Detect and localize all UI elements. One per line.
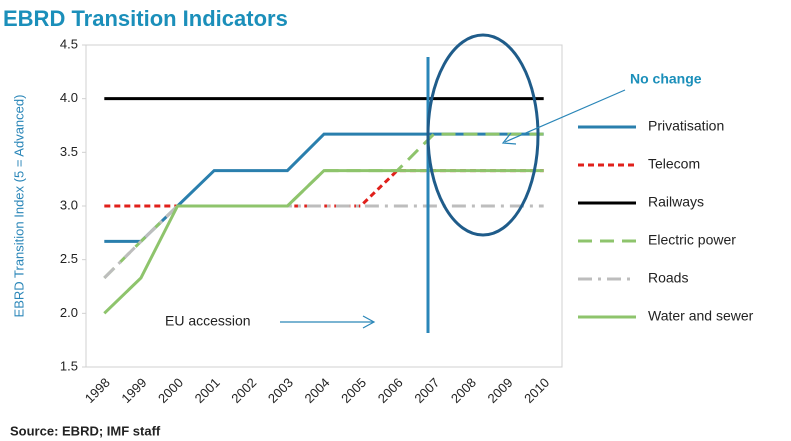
annotation: EU accession	[165, 313, 251, 329]
x-tick-label: 1999	[118, 375, 149, 406]
x-tick-label: 2002	[228, 375, 259, 406]
plot-area	[103, 97, 544, 315]
chart-title: EBRD Transition Indicators	[3, 6, 288, 31]
legend-label: Roads	[648, 270, 688, 286]
series-line	[103, 169, 544, 315]
series-line	[103, 204, 544, 279]
y-tick-label: 4.0	[60, 90, 78, 105]
y-tick-label: 4.5	[60, 36, 78, 51]
x-tick-label: 2008	[448, 375, 479, 406]
x-tick-label: 2007	[411, 375, 442, 406]
y-tick-label: 1.5	[60, 358, 78, 373]
x-tick-label: 2010	[521, 375, 552, 406]
y-tick-label: 2.5	[60, 251, 78, 266]
legend-label: Water and sewer	[648, 308, 754, 324]
x-tick-label: 2003	[265, 375, 296, 406]
y-tick-label: 3.0	[60, 197, 78, 212]
series-line	[103, 132, 544, 279]
y-axis-label: EBRD Transition Index (5 = Advanced)	[11, 95, 26, 318]
x-tick-label: 2001	[192, 375, 223, 406]
legend-label: Telecom	[648, 156, 700, 172]
annotation-arrow	[501, 89, 626, 145]
y-tick-label: 3.5	[60, 144, 78, 159]
y-tick-label: 2.0	[60, 305, 78, 320]
series-line	[104, 169, 544, 208]
x-tick-label: 1998	[82, 375, 113, 406]
x-tick-label: 2009	[485, 375, 516, 406]
series-line	[104, 132, 544, 243]
x-tick-label: 2006	[375, 375, 406, 406]
legend-label: Railways	[648, 194, 704, 210]
x-tick-label: 2000	[155, 375, 186, 406]
legend-label: Electric power	[648, 232, 736, 248]
annotation-arrow	[280, 315, 376, 329]
legend-label: Privatisation	[648, 118, 724, 134]
x-tick-label: 2004	[301, 375, 332, 406]
annotation: No change	[630, 71, 702, 87]
source-note: Source: EBRD; IMF staff	[10, 423, 161, 438]
highlight-ellipse	[426, 33, 540, 237]
x-tick-label: 2005	[338, 375, 369, 406]
